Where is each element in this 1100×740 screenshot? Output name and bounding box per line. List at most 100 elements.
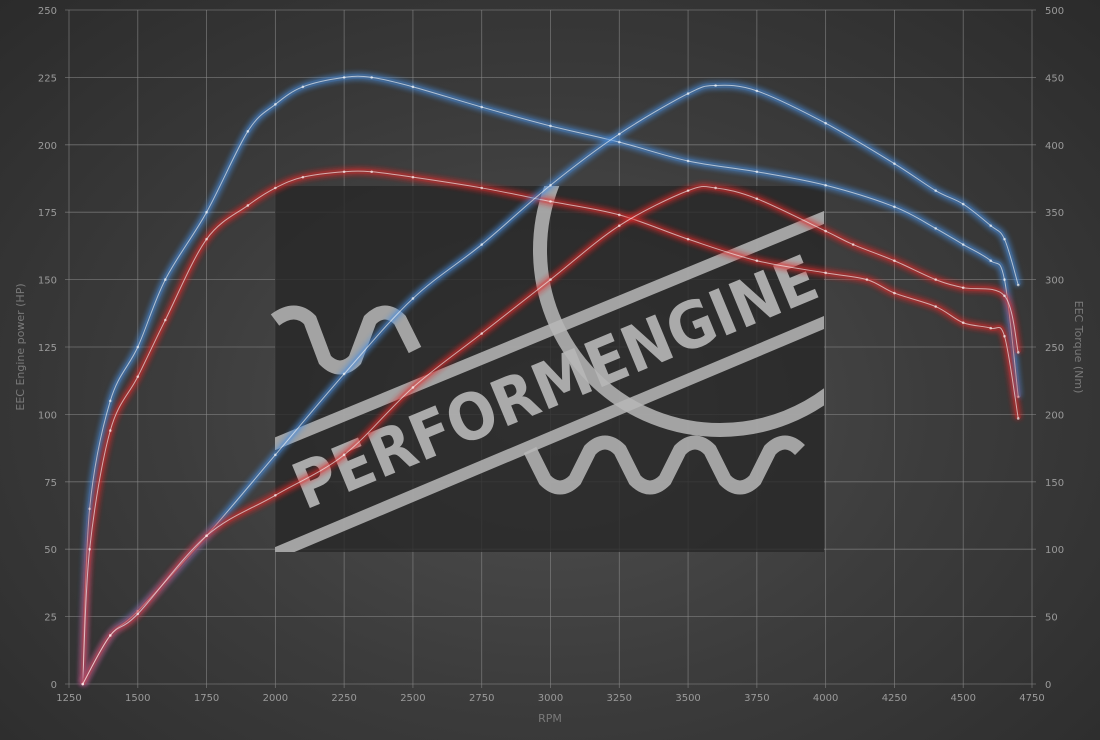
- tuned-torque-point: [88, 507, 91, 511]
- tuned-power-point: [480, 243, 484, 246]
- tuned-power-point: [755, 89, 759, 93]
- tuned-torque-point: [893, 205, 896, 209]
- tuned-torque-point: [342, 76, 346, 79]
- y-axis-right-label: EEC Torque (Nm): [1072, 301, 1085, 394]
- y-left-tick-label: 125: [38, 343, 57, 354]
- tuned-torque-point: [246, 130, 250, 133]
- y-right-tick-label: 0: [1045, 680, 1051, 691]
- x-tick-label: 2000: [263, 693, 288, 704]
- y-left-tick-label: 50: [44, 545, 57, 556]
- y-right-tick-label: 250: [1045, 343, 1064, 354]
- tuned-power-point: [714, 84, 717, 87]
- tuned-torque-point: [686, 159, 690, 163]
- x-tick-label: 4500: [950, 693, 975, 704]
- y-right-tick-label: 350: [1045, 208, 1064, 219]
- stock-torque-point: [617, 213, 621, 217]
- stock-torque-point: [480, 186, 484, 190]
- x-tick-label: 2500: [400, 693, 425, 704]
- stock-torque-point: [549, 200, 552, 203]
- stock-torque-point: [893, 291, 896, 295]
- stock-torque-point: [301, 175, 305, 179]
- y-right-tick-label: 450: [1045, 73, 1064, 84]
- tuned-torque-point: [824, 183, 827, 187]
- stock-power-point: [617, 224, 621, 227]
- x-tick-label: 2250: [331, 693, 356, 704]
- stock-power-series: [80, 183, 1021, 686]
- tuned-torque-point: [301, 85, 305, 89]
- x-tick-label: 3750: [744, 693, 769, 704]
- x-tick-label: 4750: [1019, 693, 1044, 704]
- y-left-tick-label: 100: [38, 410, 57, 421]
- stock-torque-point: [246, 204, 250, 207]
- tuned-power-point: [686, 92, 690, 95]
- stock-torque-point: [205, 237, 208, 241]
- x-tick-label: 2750: [469, 693, 494, 704]
- x-tick-label: 3500: [675, 693, 700, 704]
- stock-torque-point: [370, 170, 373, 174]
- stock-power-point: [824, 229, 827, 233]
- stock-power-point: [81, 682, 85, 686]
- y-left-tick-label: 200: [38, 141, 57, 152]
- series-lines: [80, 73, 1021, 686]
- stock-torque-point: [342, 170, 346, 174]
- stock-torque-series: [80, 168, 1021, 686]
- axis-ticks: 1250 1500 1750 2000 2250 2500 2750 3000 3250 3500…: [38, 6, 1064, 704]
- stock-torque-point: [274, 186, 277, 190]
- stock-power-point: [893, 259, 896, 263]
- stock-torque-point: [164, 318, 167, 322]
- tuned-power-point: [617, 132, 621, 136]
- tuned-torque-point: [989, 259, 993, 263]
- y-left-tick-label: 150: [38, 276, 57, 287]
- stock-torque-point: [1003, 334, 1006, 338]
- stock-torque-point: [88, 547, 91, 551]
- tuned-torque-point: [617, 140, 621, 144]
- tuned-power-point: [824, 121, 827, 125]
- stock-torque-point: [989, 326, 993, 330]
- tuned-torque-point: [370, 76, 373, 79]
- stock-torque-point: [411, 175, 415, 179]
- stock-power-point: [851, 243, 855, 246]
- x-tick-label: 1750: [194, 693, 219, 704]
- y-right-tick-label: 150: [1045, 478, 1064, 489]
- y-right-tick-label: 50: [1045, 613, 1058, 624]
- y-right-tick-label: 300: [1045, 276, 1064, 287]
- stock-power-point: [108, 634, 112, 637]
- tuned-torque-point: [480, 105, 484, 109]
- stock-torque-point: [136, 375, 140, 378]
- y-right-tick-label: 100: [1045, 545, 1064, 556]
- performengine-watermark: PERFORMENGINE: [270, 186, 824, 552]
- stock-power-point: [136, 612, 140, 616]
- y-left-tick-label: 75: [44, 478, 57, 489]
- tuned-power-point: [989, 224, 993, 227]
- tuned-power-point: [893, 162, 896, 165]
- tuned-power-point: [274, 453, 277, 457]
- stock-power-point: [961, 286, 965, 289]
- tuned-power-point: [1016, 283, 1020, 287]
- tuned-power-point: [549, 183, 552, 187]
- tuned-power-point: [411, 297, 415, 300]
- y-left-tick-label: 250: [38, 6, 57, 17]
- tuned-torque-point: [274, 103, 277, 106]
- stock-power-point: [934, 278, 937, 281]
- stock-power-point: [480, 332, 484, 335]
- x-tick-label: 1250: [56, 693, 81, 704]
- stock-power-point: [1003, 294, 1006, 298]
- stock-power-point: [549, 278, 552, 281]
- x-tick-label: 3250: [607, 693, 632, 704]
- tuned-torque-point: [1003, 278, 1006, 281]
- stock-power-point: [342, 453, 346, 457]
- y-left-tick-label: 0: [51, 680, 57, 691]
- stock-torque-point: [108, 429, 112, 432]
- tuned-power-point: [934, 189, 937, 192]
- tuned-power-point: [1003, 237, 1006, 241]
- stock-power-point: [411, 386, 415, 389]
- tuned-torque-point: [205, 210, 208, 214]
- stock-torque-point: [865, 278, 869, 281]
- tuned-power-point: [961, 202, 965, 206]
- tuned-torque-point: [411, 85, 415, 89]
- x-tick-label: 4250: [882, 693, 907, 704]
- x-tick-label: 4000: [813, 693, 838, 704]
- tuned-torque-point: [755, 170, 759, 174]
- stock-torque-point: [686, 237, 690, 241]
